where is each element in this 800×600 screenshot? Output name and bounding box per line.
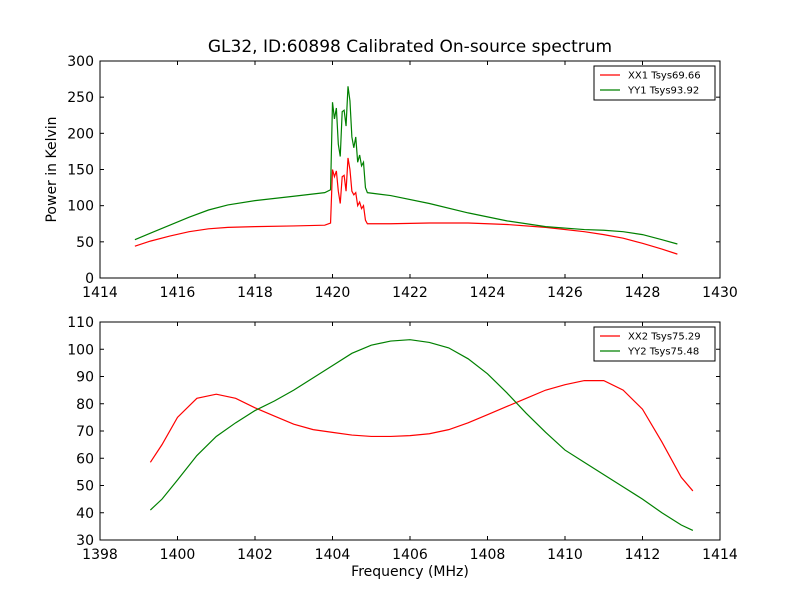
legend-box [593, 65, 716, 101]
x-axis-label: Frequency (MHz) [351, 564, 469, 580]
y-tick-label: 250 [67, 90, 94, 106]
y-tick-label: 100 [67, 199, 94, 215]
y-tick-label: 30 [76, 533, 94, 549]
x-tick-label: 1408 [470, 547, 506, 563]
x-tick-label: 1406 [392, 547, 428, 563]
series-line-1 [149, 379, 694, 492]
x-tick-label: 1430 [702, 285, 738, 301]
x-tick-label: 1412 [625, 547, 661, 563]
x-tick-label: 1410 [547, 547, 583, 563]
legend-entry: YY1 Tsys93.92 [627, 86, 699, 97]
legend: XX2 Tsys75.29 YY2 Tsys75.48 [593, 326, 716, 362]
y-tick-label: 50 [76, 235, 94, 251]
y-tick-label: 200 [67, 126, 94, 142]
x-tick-label: 1404 [315, 547, 351, 563]
y-tick-label: 0 [85, 271, 94, 287]
x-tick-label: 1424 [470, 285, 506, 301]
y-tick-label: 70 [76, 424, 94, 440]
legend-entry: XX2 Tsys75.29 [628, 332, 701, 343]
x-tick-label: 1414 [82, 285, 118, 301]
x-tick-label: 1422 [392, 285, 428, 301]
x-tick-label: 1426 [547, 285, 583, 301]
x-tick-label: 1416 [160, 285, 196, 301]
x-tick-label: 1414 [702, 547, 738, 563]
legend-entry: YY2 Tsys75.48 [627, 347, 699, 358]
x-tick-label: 1398 [82, 547, 118, 563]
x-tick-label: 1400 [160, 547, 196, 563]
legend-entry: XX1 Tsys69.66 [628, 71, 701, 82]
x-tick-label: 1428 [625, 285, 661, 301]
y-tick-label: 60 [76, 451, 94, 467]
legend-box [593, 326, 716, 362]
bottom-panel: 1398 1400 1402 1404 1406 1408 1410 1412 1414 30 40… [67, 315, 738, 580]
y-tick-label: 80 [76, 397, 94, 413]
y-tick-label: 50 [76, 479, 94, 495]
top-panel: 1414 1416 1418 1420 1422 1424 1426 1428 1430 0 50 1… [44, 54, 738, 301]
series-line-1 [134, 157, 678, 255]
y-tick-label: 90 [76, 370, 94, 386]
y-axis-label: Power in Kelvin [44, 116, 60, 222]
x-tick-label: 1402 [237, 547, 273, 563]
x-tick-label: 1420 [315, 285, 351, 301]
x-tick-label: 1418 [237, 285, 273, 301]
y-tick-label: 100 [67, 342, 94, 358]
y-tick-label: 40 [76, 506, 94, 522]
y-tick-label: 110 [67, 315, 94, 331]
y-tick-label: 150 [67, 163, 94, 179]
y-tick-label: 300 [67, 54, 94, 70]
series-line-2 [134, 86, 678, 245]
chart-title: GL32, ID:60898 Calibrated On-source spec… [208, 37, 612, 57]
series-line-2 [149, 339, 694, 532]
legend: XX1 Tsys69.66 YY1 Tsys93.92 [593, 65, 716, 101]
